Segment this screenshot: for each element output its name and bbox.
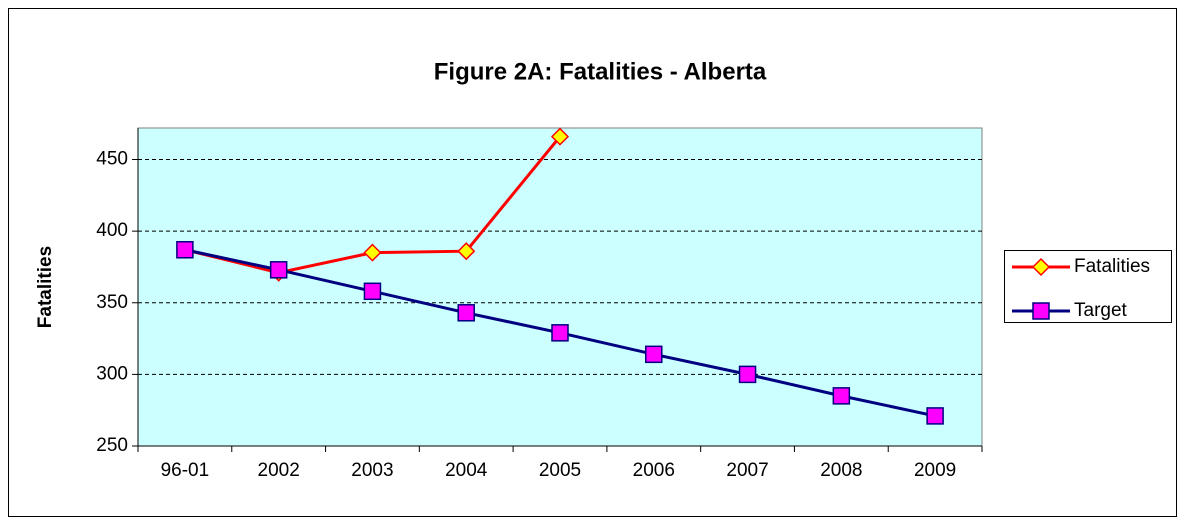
data-point [738,365,757,384]
data-point [176,241,194,259]
legend-label: Target [1074,300,1128,321]
y-tick-label: 400 [96,220,128,241]
data-point [269,261,288,279]
y-tick-label: 350 [96,292,128,313]
data-point [926,407,944,425]
chart-title: Figure 2A: Fatalities - Alberta [434,58,767,85]
data-point [363,282,382,301]
y-axis-label: Fatalities [35,246,56,328]
x-tick-label: 2003 [351,460,393,481]
x-tick-label: 2004 [445,460,488,481]
x-tick-label: 2005 [539,460,581,481]
data-point [550,127,570,146]
data-point [645,345,663,364]
data-point [457,304,475,322]
x-tick-label: 2002 [258,460,300,481]
y-tick-label: 250 [96,435,128,456]
x-tick-label: 2009 [914,460,956,481]
legend-marker [1031,257,1051,277]
data-point [551,324,569,342]
y-tick-label: 300 [96,363,128,384]
legend-label: Fatalities [1074,256,1150,277]
y-tick-label: 450 [96,149,128,170]
data-point [363,243,382,262]
legend-marker [1032,302,1050,320]
data-point [832,387,851,405]
x-tick-label: 96-01 [161,460,210,481]
data-point [457,242,476,261]
x-tick-label: 2008 [820,460,862,481]
x-tick-label: 2007 [726,460,768,481]
x-tick-label: 2006 [633,460,675,481]
